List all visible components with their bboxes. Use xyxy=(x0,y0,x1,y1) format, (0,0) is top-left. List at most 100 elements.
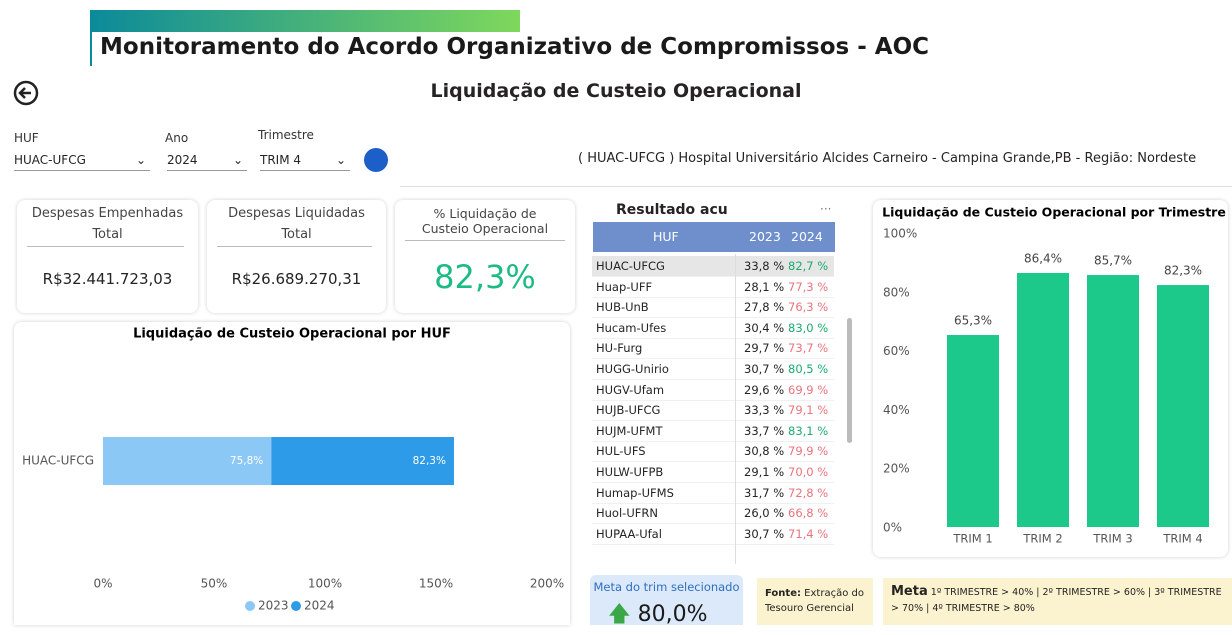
bar-segment xyxy=(103,437,272,485)
meta-card: Meta do trim selecionado 🡅 80,0% xyxy=(590,575,743,627)
scrollbar[interactable] xyxy=(847,318,852,443)
table-row: HUGV-Ufam 29,6 % 69,9 % xyxy=(592,380,834,401)
cell: 33,3 % xyxy=(744,403,785,418)
cell: HUJM-UFMT xyxy=(596,423,663,438)
cell: HUL-UFS xyxy=(596,444,646,459)
filter-dropdown[interactable]: HUAC-UFCG ⌄ xyxy=(14,150,150,171)
legend-marker xyxy=(291,601,301,611)
cell: 29,7 % xyxy=(744,341,785,356)
data-label: 75,8% xyxy=(230,455,263,467)
card-value: R$32.441.723,03 xyxy=(42,270,173,288)
cell: 30,7 % xyxy=(744,526,785,541)
cell: 31,7 % xyxy=(744,485,785,500)
table-row: HU-Furg 29,7 % 73,7 % xyxy=(592,338,834,360)
y-tick-label: 20% xyxy=(883,462,910,476)
table-row: HUL-UFS 30,8 % 79,9 % xyxy=(592,441,834,463)
up-arrow: 🡅 xyxy=(608,602,631,627)
card-rule xyxy=(27,246,184,247)
legend-label: 2023 xyxy=(258,599,289,613)
source-note: Fonte: Extração do Tesouro Gerencial xyxy=(757,578,873,625)
column-header: HUF xyxy=(653,229,679,244)
table-menu[interactable]: ··· xyxy=(820,202,832,216)
hospital-info: ( HUAC-UFCG ) Hospital Universitário Alc… xyxy=(578,151,1197,166)
table-row: HULW-UFPB 29,1 % 70,0 % xyxy=(592,462,834,483)
data-label: 65,3% xyxy=(954,314,992,328)
filter-label: Ano xyxy=(165,131,189,145)
filter-dropdown[interactable]: 2024 ⌄ xyxy=(167,150,247,171)
cell: HUPAA-Ufal xyxy=(596,526,662,541)
y-tick-label: 100% xyxy=(883,227,917,241)
bar xyxy=(947,335,999,527)
cell: 83,0 % xyxy=(788,320,829,335)
filter-label: HUF xyxy=(14,131,39,145)
cell: Huol-UFRN xyxy=(596,506,658,521)
cell: Humap-UFMS xyxy=(596,485,674,500)
card-rule xyxy=(405,240,565,241)
table-row: HUGG-Unirio 30,7 % 80,5 % xyxy=(592,359,834,380)
table-row: HUJB-UFCG 33,3 % 79,1 % xyxy=(592,400,834,422)
card-subtitle: Total xyxy=(281,227,312,242)
divider xyxy=(400,186,1232,187)
y-tick-label: 40% xyxy=(883,403,910,417)
clear-filters-button[interactable] xyxy=(364,148,388,172)
bar xyxy=(1157,285,1209,527)
main-title: Monitoramento do Acordo Organizativo de … xyxy=(100,34,930,60)
filter-label: Trimestre xyxy=(258,128,314,142)
cell: 83,1 % xyxy=(788,423,829,438)
cell: HUGV-Ufam xyxy=(596,382,665,397)
y-tick-label: 60% xyxy=(883,344,910,358)
filter-value: 2024 xyxy=(167,153,198,167)
cell: Huap-UFF xyxy=(596,279,653,294)
page-title: Liquidação de Custeio Operacional xyxy=(430,80,802,102)
cell: HU-Furg xyxy=(596,341,643,356)
table-row: HUAC-UFCG 33,8 % 82,7 % xyxy=(592,256,834,277)
cell: 77,3 % xyxy=(788,279,829,294)
card-rule xyxy=(217,246,372,247)
card: Despesas Liquidadas Total R$26.689.270,3… xyxy=(207,200,386,313)
cell: 26,0 % xyxy=(744,506,785,521)
table-panel: Resultado acu ··· HUF 2023 2024 HUAC-UFC… xyxy=(588,198,858,568)
cell: HUGG-Unirio xyxy=(596,362,669,376)
huf-chart: Liquidação de Custeio Operacional por HU… xyxy=(22,327,564,613)
cell: 76,3 % xyxy=(788,300,829,315)
x-tick-label: TRIM 1 xyxy=(952,532,992,546)
table-row: Huap-UFF 28,1 % 77,3 % xyxy=(592,277,834,298)
column-rule xyxy=(735,254,736,564)
legend-label: 2024 xyxy=(304,599,335,613)
cell: HUJB-UFCG xyxy=(596,403,661,418)
y-tick-label: 0% xyxy=(883,521,902,535)
card-title: Despesas Empenhadas xyxy=(31,206,184,221)
cell: HUB-UnB xyxy=(596,300,649,315)
cell: 27,8 % xyxy=(744,300,785,315)
bar-segment xyxy=(271,437,454,485)
meta-text: 1º TRIMESTRE > 40% | 2º TRIMESTRE > 60% … xyxy=(891,587,1222,614)
cell: 30,8 % xyxy=(744,444,785,459)
filter-dropdown[interactable]: TRIM 4 ⌄ xyxy=(260,150,350,171)
x-tick-label: 150% xyxy=(419,577,453,591)
x-tick-label: TRIM 2 xyxy=(1022,532,1062,546)
meta-card-title: Meta do trim selecionado xyxy=(593,580,740,594)
back-button[interactable] xyxy=(12,79,40,107)
cell: 30,4 % xyxy=(744,320,785,335)
cell: 82,7 % xyxy=(788,259,829,273)
x-tick-label: TRIM 4 xyxy=(1162,532,1202,546)
table-row: HUJM-UFMT 33,7 % 83,1 % xyxy=(592,421,834,442)
x-tick-label: 0% xyxy=(93,577,112,591)
data-label: 85,7% xyxy=(1094,254,1132,268)
x-tick-label: 100% xyxy=(308,577,342,591)
source-label: Fonte: xyxy=(765,588,801,599)
bar xyxy=(1017,272,1069,527)
cell: 69,9 % xyxy=(788,382,829,397)
chart-title: Liquidação de Custeio Operacional por Tr… xyxy=(882,205,1226,220)
column-header: 2023 xyxy=(749,229,781,244)
cell: 71,4 % xyxy=(788,526,829,541)
trimestre-chart: Liquidação de Custeio Operacional por Tr… xyxy=(882,205,1226,546)
meta-note: Meta 1º TRIMESTRE > 40% | 2º TRIMESTRE >… xyxy=(883,578,1232,625)
cell: 29,1 % xyxy=(744,465,785,479)
x-tick-label: 50% xyxy=(201,577,228,591)
column-header: 2024 xyxy=(791,229,823,244)
legend-marker xyxy=(245,601,255,611)
cell: 70,0 % xyxy=(788,465,829,479)
cell: HUAC-UFCG xyxy=(596,259,665,273)
card-subtitle: Total xyxy=(92,227,123,242)
